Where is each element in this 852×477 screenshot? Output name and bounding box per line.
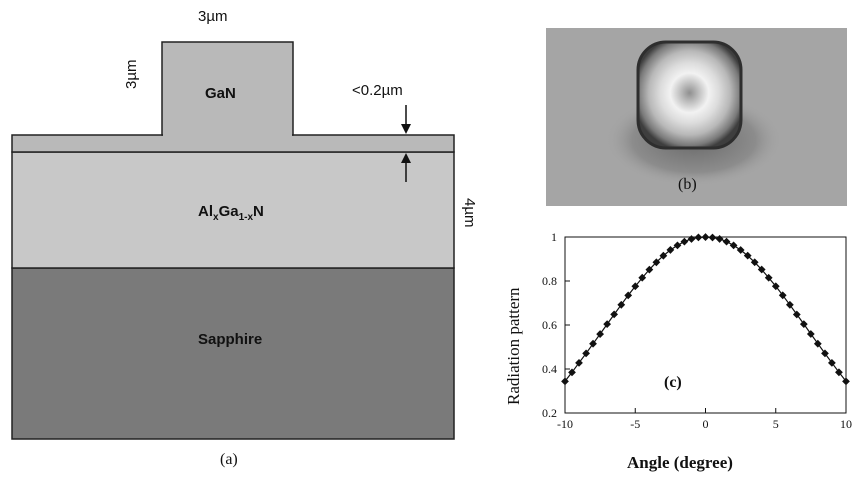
mode-spot (636, 40, 743, 150)
data-point (680, 237, 689, 246)
ridge-width-label: 3µm (198, 8, 228, 25)
data-point (561, 377, 569, 386)
data-point (673, 241, 682, 250)
gan-label: GaN (205, 85, 236, 102)
mode-profile-image (546, 28, 847, 206)
caption-a: (a) (220, 451, 238, 468)
x-tick-label: 10 (840, 417, 852, 431)
algan-label: AlxGa1-xN (198, 203, 264, 223)
gan-ridge (161, 41, 294, 136)
y-tick-label: 0.4 (542, 362, 557, 376)
sapphire-label: Sapphire (198, 331, 263, 348)
data-point (694, 233, 703, 242)
data-point (722, 237, 731, 246)
data-point (687, 235, 696, 243)
x-tick-label: -5 (630, 417, 640, 431)
data-point (799, 320, 808, 328)
slab-thickness-arrows (401, 105, 411, 182)
data-point (778, 291, 787, 300)
data-point (568, 368, 576, 377)
data-point (715, 235, 724, 243)
y-tick-label: 0.8 (542, 274, 557, 288)
x-tick-label: -10 (557, 417, 573, 431)
data-point (806, 330, 815, 338)
data-point (813, 339, 822, 348)
algan-layer (11, 151, 455, 269)
waveguide-cross-section (11, 41, 455, 440)
cladding-thickness-label: 4µm (461, 198, 478, 228)
data-point (729, 241, 738, 250)
axis-ticks (564, 236, 847, 414)
x-axis-title: Angle (degree) (627, 453, 733, 472)
sapphire-layer (11, 267, 455, 440)
y-tick-label: 0.6 (542, 318, 557, 332)
gan-slab (11, 134, 455, 153)
data-points (561, 233, 850, 386)
y-axis-title: Radiation pattern (504, 287, 523, 405)
caption-b: (b) (678, 176, 697, 193)
data-point (708, 233, 717, 242)
x-tick-label: 5 (773, 417, 779, 431)
slab-thickness-label: <0.2µm (352, 82, 403, 99)
caption-c: (c) (664, 374, 682, 391)
y-tick-label: 1 (551, 230, 557, 244)
radiation-pattern-chart: -10 -5 0 5 10 0.2 0.4 0.6 0.8 1 (542, 230, 852, 431)
data-point (701, 233, 710, 241)
y-tick-label: 0.2 (542, 406, 557, 420)
data-point (575, 358, 583, 367)
series-line (564, 236, 847, 382)
x-tick-label: 0 (703, 417, 709, 431)
tick-labels: -10 -5 0 5 10 0.2 0.4 0.6 0.8 1 (542, 230, 852, 431)
ridge-height-label: 3µm (123, 59, 140, 89)
